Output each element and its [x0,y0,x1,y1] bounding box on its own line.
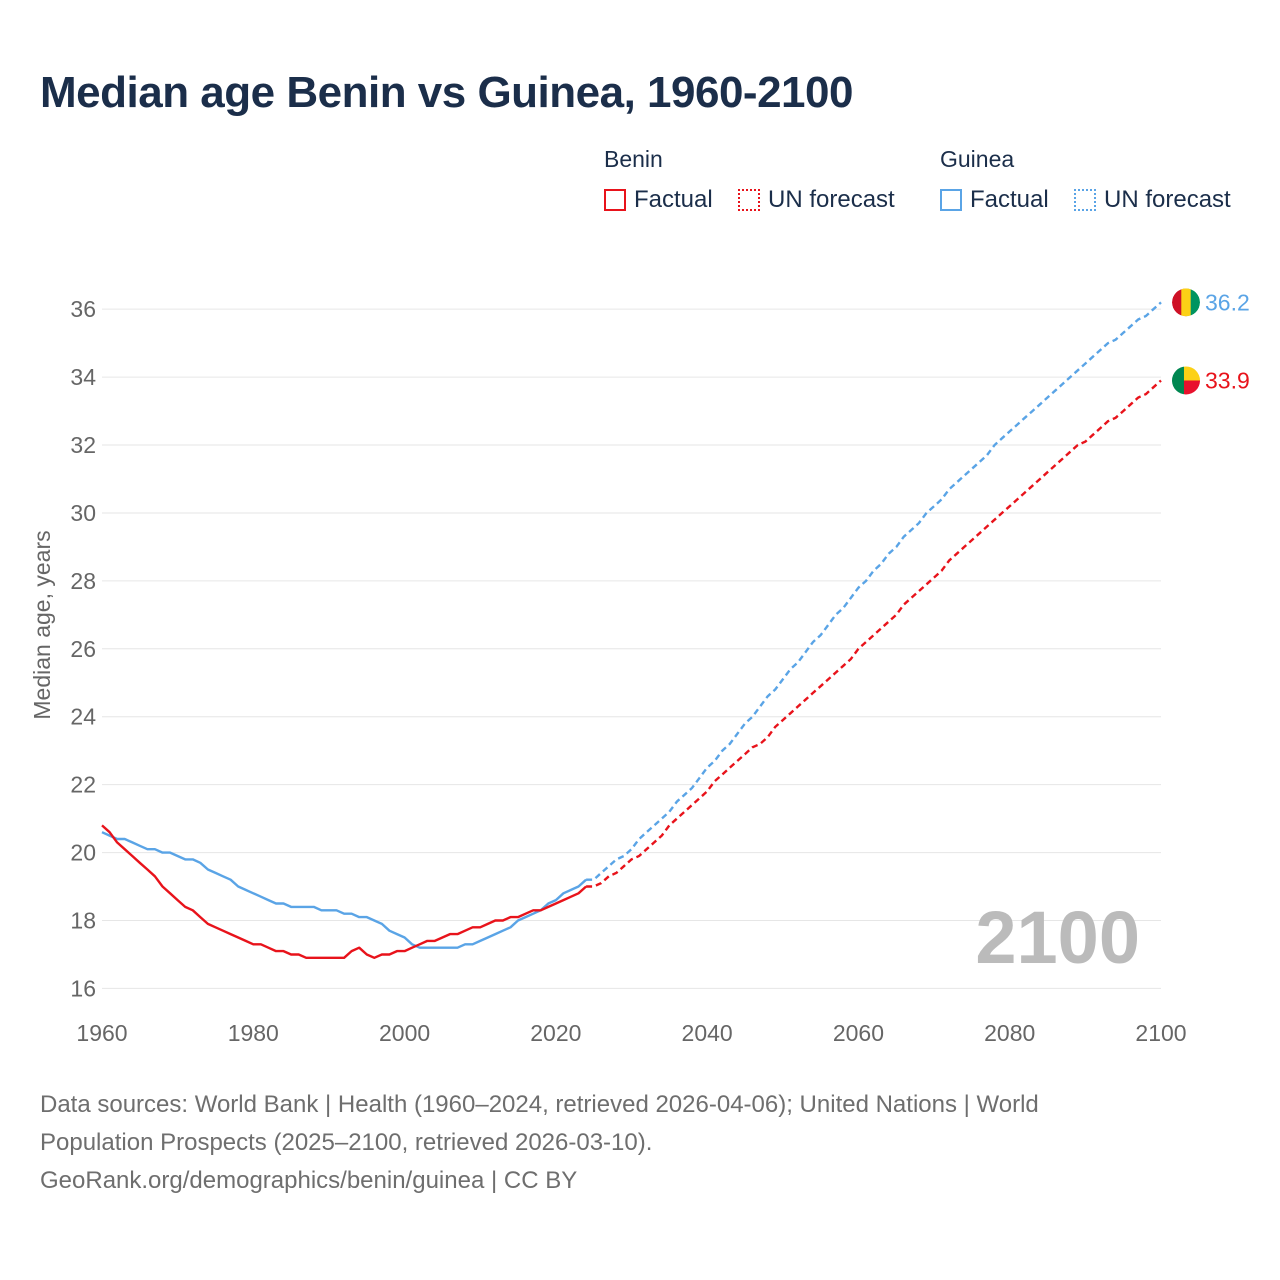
benin-factual-line [101,824,587,959]
line-chart: 16 18 20 22 24 26 28 30 32 34 36 1960 1980 2000 2020 2… [29,285,1250,1046]
legend-swatch-dotted [738,189,760,211]
guinea-end-value: 36.2 [1205,289,1250,315]
legend-label: Factual [970,186,1049,213]
legend-benin-factual[interactable]: Factual [604,186,713,214]
footer-line-2: Population Prospects (2025–2100, retriev… [40,1129,653,1156]
legend-guinea-forecast[interactable]: UN forecast [1074,186,1231,214]
guinea-factual-line [101,831,587,949]
y-tick-label: 22 [70,772,96,798]
y-tick-label: 26 [70,636,96,662]
legend-swatch-solid [940,189,962,211]
x-axis-ticks: 1960 1980 2000 2020 2040 2060 2080 2100 [76,1020,1186,1046]
y-axis-ticks: 16 18 20 22 24 26 28 30 32 34 36 [70,296,96,1001]
legend-label: UN forecast [1104,186,1231,213]
y-tick-label: 24 [70,704,96,730]
x-tick-label: 2040 [682,1020,733,1046]
guinea-flag-icon [1169,285,1203,320]
y-tick-label: 16 [70,975,96,1001]
year-watermark: 2100 [975,896,1140,979]
y-tick-label: 28 [70,568,96,594]
legend-swatch-dotted [1074,189,1096,211]
benin-flag-icon [1169,363,1203,398]
benin-forecast-line [586,379,1162,888]
series-end-markers: 33.9 36.2 [1169,285,1250,398]
footer-line-1: Data sources: World Bank | Health (1960–… [40,1091,1039,1118]
legend-swatch-solid [604,189,626,211]
y-tick-label: 20 [70,840,96,866]
guinea-forecast-line [586,301,1162,881]
grid-lines [102,308,1161,989]
footer-line-3[interactable]: GeoRank.org/demographics/benin/guinea | … [40,1167,578,1194]
y-tick-label: 36 [70,296,96,322]
y-tick-label: 18 [70,907,96,933]
y-axis-label: Median age, years [29,530,55,719]
x-tick-label: 1960 [76,1020,127,1046]
legend-label: UN forecast [768,186,895,213]
y-tick-label: 34 [70,364,96,390]
legend-guinea-factual[interactable]: Factual [940,186,1049,214]
y-tick-label: 32 [70,432,96,458]
legend-group-benin: Benin [604,146,663,172]
x-tick-label: 2020 [530,1020,581,1046]
benin-end-value: 33.9 [1205,367,1250,393]
x-tick-label: 2080 [984,1020,1035,1046]
footer-sources: Data sources: World Bank | Health (1960–… [40,1086,1240,1200]
x-tick-label: 2000 [379,1020,430,1046]
chart-title: Median age Benin vs Guinea, 1960-2100 [40,68,853,117]
y-tick-label: 30 [70,500,96,526]
x-tick-label: 2060 [833,1020,884,1046]
series-lines [101,301,1162,959]
legend-benin-forecast[interactable]: UN forecast [738,186,895,214]
legend-group-guinea: Guinea [940,146,1015,172]
legend-label: Factual [634,186,713,213]
x-tick-label: 2100 [1135,1020,1186,1046]
x-tick-label: 1980 [228,1020,279,1046]
